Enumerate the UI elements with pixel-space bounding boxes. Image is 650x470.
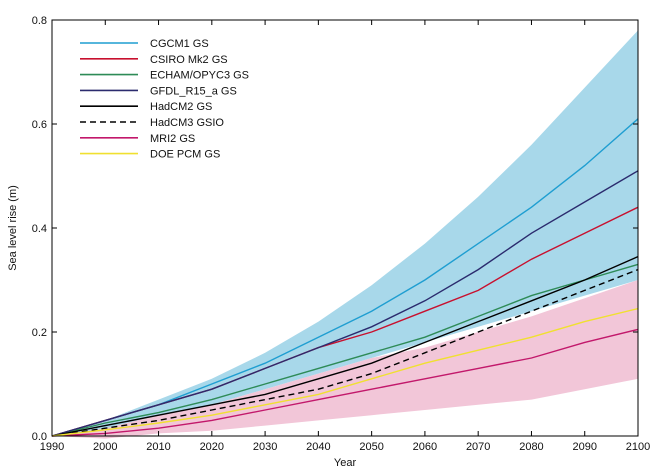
legend-label: DOE PCM GS xyxy=(150,149,220,161)
legend-label: GFDL_R15_a GS xyxy=(150,85,237,97)
series-lines xyxy=(51,118,639,437)
series-line-4 xyxy=(51,170,639,437)
range-band-2 xyxy=(52,280,638,439)
x-tick-label: 2030 xyxy=(253,441,277,453)
legend-label: ECHAM/OPYC3 GS xyxy=(150,70,249,82)
range-band-1 xyxy=(52,30,638,437)
legend-label: HadCM3 GSIO xyxy=(150,117,224,129)
x-tick-label: 2100 xyxy=(626,441,650,453)
x-tick-label: 2090 xyxy=(572,441,596,453)
x-axis-ticks: 1990 2000 2010 2020 2030 2040 2050 2060 2070 2080… xyxy=(40,20,650,453)
legend: CGCM1 GS CSIRO Mk2 GS ECHAM/OPYC3 GS GFDL_R… xyxy=(80,38,249,161)
uncertainty-bands xyxy=(52,30,638,439)
legend-label: CSIRO Mk2 GS xyxy=(150,54,228,66)
x-tick-label: 2000 xyxy=(93,441,117,453)
x-tick-label: 2060 xyxy=(413,441,437,453)
series-line-7 xyxy=(51,328,639,437)
legend-label: CGCM1 GS xyxy=(150,38,209,50)
y-tick-label: 0.4 xyxy=(32,223,47,235)
x-tick-label: 2050 xyxy=(359,441,383,453)
x-tick-label: 2020 xyxy=(200,441,224,453)
y-tick-label: 0.8 xyxy=(32,15,47,27)
legend-label: MRI2 GS xyxy=(150,133,195,145)
series-line-3 xyxy=(51,263,639,437)
x-tick-label: 2040 xyxy=(306,441,330,453)
x-axis-label: Year xyxy=(334,457,357,469)
x-tick-label: 1990 xyxy=(40,441,64,453)
x-tick-label: 2070 xyxy=(466,441,490,453)
y-axis-label: Sea level rise (m) xyxy=(7,185,19,271)
y-tick-label: 0.2 xyxy=(32,327,47,339)
y-tick-label: 0.0 xyxy=(32,431,47,443)
y-axis-ticks: 0.0 0.2 0.4 0.6 0.8 xyxy=(32,15,638,443)
x-tick-label: 2080 xyxy=(519,441,543,453)
series-line-5 xyxy=(51,255,639,437)
y-tick-label: 0.6 xyxy=(32,119,47,131)
legend-label: HadCM2 GS xyxy=(150,101,212,113)
series-line-8 xyxy=(51,307,639,437)
x-tick-label: 2010 xyxy=(146,441,170,453)
